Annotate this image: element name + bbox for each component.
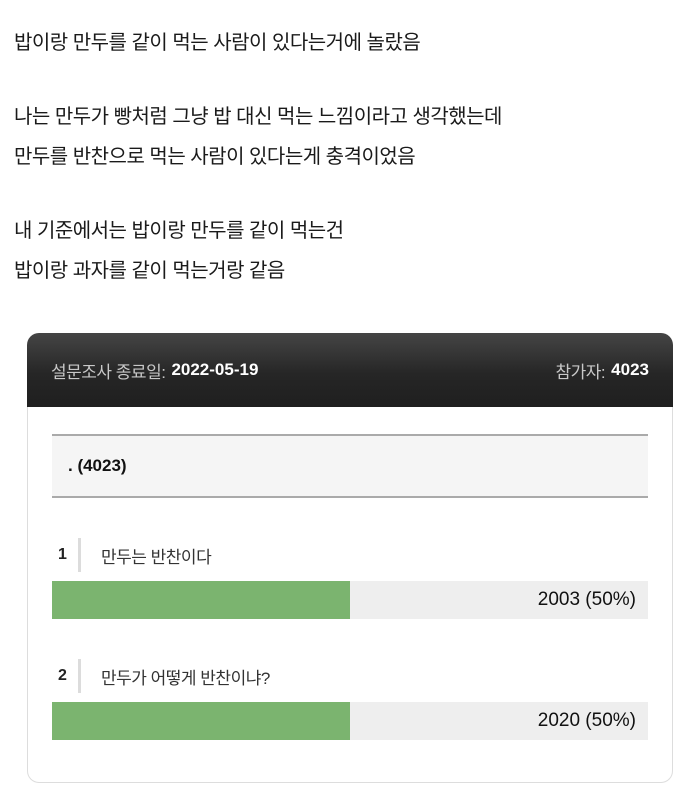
poll-participants-label: 참가자: [555,362,606,382]
poll-end-date-value: 2022-05-19 [171,360,259,379]
rank-divider [78,659,81,693]
post-line: 밥이랑 과자를 같이 먹는거랑 같음 [14,260,285,282]
post-paragraph: 내 기준에서는 밥이랑 만두를 같이 먹는건 밥이랑 과자를 같이 먹는거랑 같… [14,211,686,291]
poll-option-2-rank: 2 [58,667,67,684]
poll-option-1-votes: 2003 (50%) [537,589,636,610]
poll-option-1-result-bar: 2003 (50%) [52,581,648,619]
poll-option-1-rank: 1 [58,546,67,563]
poll-option-2-label: 만두가 어떻게 반찬이냐? [101,668,270,688]
post-paragraph: 밥이랑 만두를 같이 먹는 사람이 있다는거에 놀랐음 [14,23,686,63]
poll-question: . (4023) [52,434,648,498]
poll-participants: 참가자: 4023 [556,358,649,383]
poll-option-1-label: 만두는 반찬이다 [101,547,212,567]
post-line: 나는 만두가 빵처럼 그냥 밥 대신 먹는 느낌이라고 생각했는데 [14,106,502,128]
poll-end-date: 설문조사 종료일: 2022-05-19 [51,358,258,383]
poll-participants-value: 4023 [611,360,649,379]
poll-header: 설문조사 종료일: 2022-05-19 참가자: 4023 [27,333,673,407]
post-line: 밥이랑 만두를 같이 먹는 사람이 있다는거에 놀랐음 [14,32,421,54]
post-line: 내 기준에서는 밥이랑 만두를 같이 먹는건 [14,220,344,242]
poll-option-2-label-row: 2 만두가 어떻게 반찬이냐? [52,659,648,693]
poll-option-2-votes: 2020 (50%) [537,710,636,731]
poll-option-1-label-row: 1 만두는 반찬이다 [52,538,648,572]
post-line: 만두를 반찬으로 먹는 사람이 있다는게 충격이었음 [14,146,416,168]
poll-body: . (4023) 1 만두는 반찬이다 2003 (50%) 2 만두가 어떻게… [27,407,673,783]
poll-widget: 설문조사 종료일: 2022-05-19 참가자: 4023 . (4023) … [27,333,673,783]
poll-option-2: 2 만두가 어떻게 반찬이냐? 2020 (50%) [52,659,648,740]
poll-option-1: 1 만두는 반찬이다 2003 (50%) [52,538,648,619]
poll-end-date-label: 설문조사 종료일: [51,362,166,382]
post-body: 밥이랑 만두를 같이 먹는 사람이 있다는거에 놀랐음 나는 만두가 빵처럼 그… [0,0,700,291]
poll-option-1-bar-fill [52,581,350,619]
poll-option-2-result-bar: 2020 (50%) [52,702,648,740]
poll-option-2-bar-fill [52,702,350,740]
post-paragraph: 나는 만두가 빵처럼 그냥 밥 대신 먹는 느낌이라고 생각했는데 만두를 반찬… [14,97,686,177]
rank-divider [78,538,81,572]
